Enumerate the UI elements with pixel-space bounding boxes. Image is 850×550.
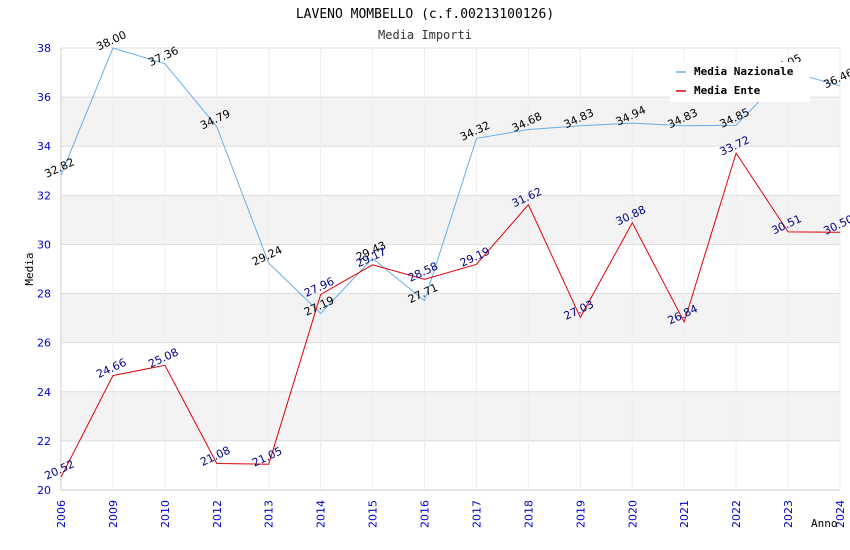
y-tick-label: 34 — [37, 140, 51, 153]
x-tick-label: 2023 — [782, 500, 795, 528]
series-line-media-nazionale — [60, 47, 841, 315]
background-bands — [61, 97, 840, 441]
y-tick-label: 30 — [37, 238, 51, 251]
y-tick-label: 28 — [37, 288, 51, 301]
x-tick-label: 2019 — [574, 500, 587, 528]
data-label: 25.08 — [146, 346, 180, 371]
x-tick-label: 2020 — [626, 500, 639, 528]
series-line-media-ente — [60, 151, 841, 478]
data-label: 21.05 — [250, 444, 284, 469]
data-label: 21.08 — [198, 444, 232, 469]
y-tick-label: 24 — [37, 386, 51, 399]
background-band — [61, 293, 840, 343]
x-axis-label: Anno — [811, 517, 838, 530]
legend-label-media-ente: Media Ente — [694, 84, 761, 97]
x-tick-label: 2013 — [263, 500, 276, 528]
x-tick-label: 2012 — [211, 500, 224, 528]
x-tick-label: 2014 — [315, 500, 328, 528]
y-tick-label: 22 — [37, 435, 51, 448]
chart-subtitle: Media Importi — [378, 28, 472, 42]
x-tick-label: 2006 — [55, 500, 68, 528]
background-band — [61, 97, 840, 147]
data-label: 20.52 — [42, 457, 76, 482]
data-label: 24.66 — [94, 356, 128, 381]
x-tick-label: 2022 — [730, 500, 743, 528]
chart-title: LAVENO MOMBELLO (c.f.00213100126) — [296, 7, 554, 22]
legend-background — [670, 62, 810, 102]
data-label: 38.00 — [94, 28, 128, 53]
x-tick-label: 2015 — [367, 500, 380, 528]
legend-label-media-nazionale: Media Nazionale — [694, 65, 794, 78]
legend: Media Nazionale Media Ente — [670, 62, 810, 102]
x-axis-ticks: 2006 2009 2010 2012 2013 2014 2015 2016 2017 2018… — [55, 500, 847, 528]
y-tick-label: 26 — [37, 337, 51, 350]
y-axis-ticks: 20 22 24 26 28 30 32 34 36 38 — [37, 42, 51, 497]
x-tick-label: 2018 — [522, 500, 535, 528]
x-tick-label: 2016 — [419, 500, 432, 528]
y-tick-label: 36 — [37, 91, 51, 104]
data-label: 29.19 — [458, 245, 492, 270]
x-tick-label: 2009 — [107, 500, 120, 528]
x-tick-label: 2017 — [470, 500, 483, 528]
data-label: 29.24 — [250, 243, 284, 268]
y-tick-label: 20 — [37, 484, 51, 497]
series-lines — [60, 47, 841, 478]
y-axis-label: Media — [23, 252, 36, 285]
background-band — [61, 391, 840, 441]
data-label: 32.82 — [42, 155, 76, 180]
x-tick-label: 2021 — [678, 500, 691, 528]
x-tick-label: 2010 — [159, 500, 172, 528]
y-tick-label: 38 — [37, 42, 51, 55]
x-tick-label: 2024 — [834, 500, 847, 528]
data-label: 28.58 — [406, 260, 440, 285]
data-label: 36.46 — [821, 66, 850, 91]
y-tick-label: 32 — [37, 189, 51, 202]
